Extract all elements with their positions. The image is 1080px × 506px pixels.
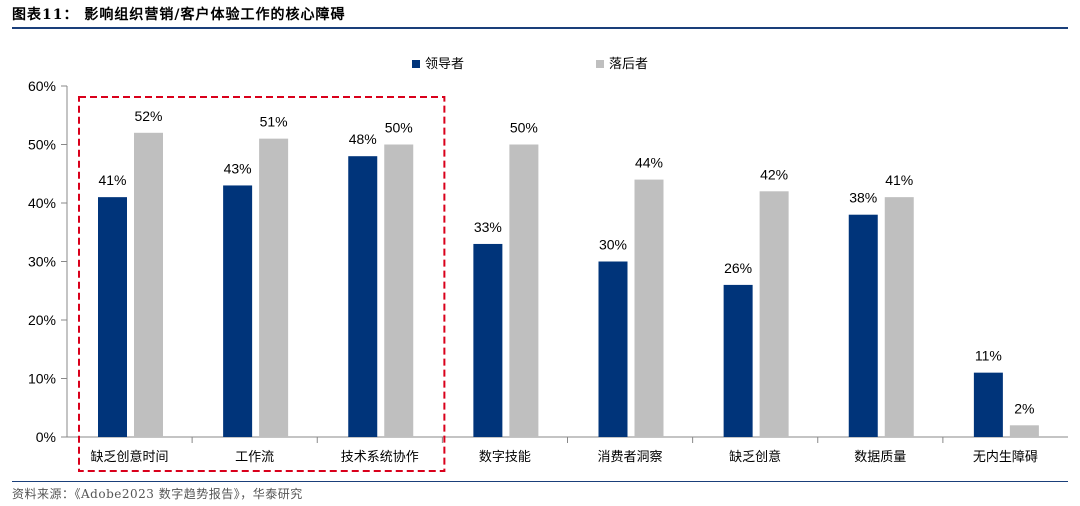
data-label: 43% bbox=[224, 160, 252, 176]
legend-swatch bbox=[412, 60, 420, 68]
legend-label: 落后者 bbox=[609, 56, 648, 71]
data-label: 52% bbox=[134, 108, 162, 124]
data-label: 26% bbox=[724, 260, 752, 276]
legend-label: 领导者 bbox=[425, 56, 464, 71]
x-tick-label: 缺乏创意 bbox=[729, 449, 781, 464]
source-divider bbox=[12, 481, 1068, 482]
x-tick-label: 消费者洞察 bbox=[598, 449, 663, 464]
y-tick-label: 0% bbox=[36, 429, 56, 445]
data-label: 44% bbox=[635, 155, 663, 171]
x-tick-label: 数字技能 bbox=[479, 449, 531, 464]
x-tick-label: 缺乏创意时间 bbox=[91, 449, 169, 464]
bar bbox=[134, 132, 163, 438]
data-label: 50% bbox=[510, 120, 538, 136]
y-tick-label: 40% bbox=[28, 195, 56, 211]
y-tick-label: 20% bbox=[28, 312, 56, 328]
bar bbox=[723, 284, 753, 437]
bar bbox=[598, 261, 628, 437]
y-tick-label: 10% bbox=[28, 371, 56, 387]
legend-swatch bbox=[596, 60, 604, 68]
bar bbox=[1009, 425, 1039, 437]
x-tick-label: 工作流 bbox=[235, 449, 274, 464]
bar bbox=[634, 179, 664, 437]
bar bbox=[884, 197, 914, 437]
bar bbox=[759, 191, 789, 437]
bar bbox=[98, 197, 127, 437]
data-label: 38% bbox=[849, 190, 877, 206]
bar bbox=[384, 144, 414, 437]
data-label: 41% bbox=[885, 172, 913, 188]
bar bbox=[473, 243, 503, 437]
title-divider bbox=[12, 27, 1068, 29]
y-tick-label: 30% bbox=[28, 254, 56, 270]
data-label: 41% bbox=[98, 172, 126, 188]
x-tick-label: 数据质量 bbox=[854, 449, 906, 464]
bar bbox=[348, 156, 378, 437]
source-note: 资料来源：《Adobe2023 数字趋势报告》，华泰研究 bbox=[12, 487, 303, 501]
data-label: 51% bbox=[260, 114, 288, 130]
x-tick-label: 无内生障碍 bbox=[973, 449, 1038, 464]
bar bbox=[973, 372, 1003, 437]
y-tick-label: 50% bbox=[28, 137, 56, 153]
bar bbox=[848, 214, 878, 437]
data-label: 42% bbox=[760, 166, 788, 182]
bar bbox=[259, 138, 289, 437]
bar bbox=[223, 185, 253, 437]
figure-title: 图表11： 影响组织营销/客户体验工作的核心障碍 bbox=[12, 7, 346, 23]
data-label: 50% bbox=[385, 120, 413, 136]
bar bbox=[509, 144, 539, 437]
data-label: 30% bbox=[599, 237, 627, 253]
highlight-box bbox=[78, 96, 446, 472]
data-label: 33% bbox=[474, 219, 502, 235]
x-tick-label: 技术系统协作 bbox=[341, 449, 419, 464]
data-label: 11% bbox=[975, 348, 1002, 364]
data-label: 48% bbox=[349, 131, 377, 147]
data-label: 2% bbox=[1014, 400, 1034, 416]
y-tick-label: 60% bbox=[28, 78, 56, 94]
